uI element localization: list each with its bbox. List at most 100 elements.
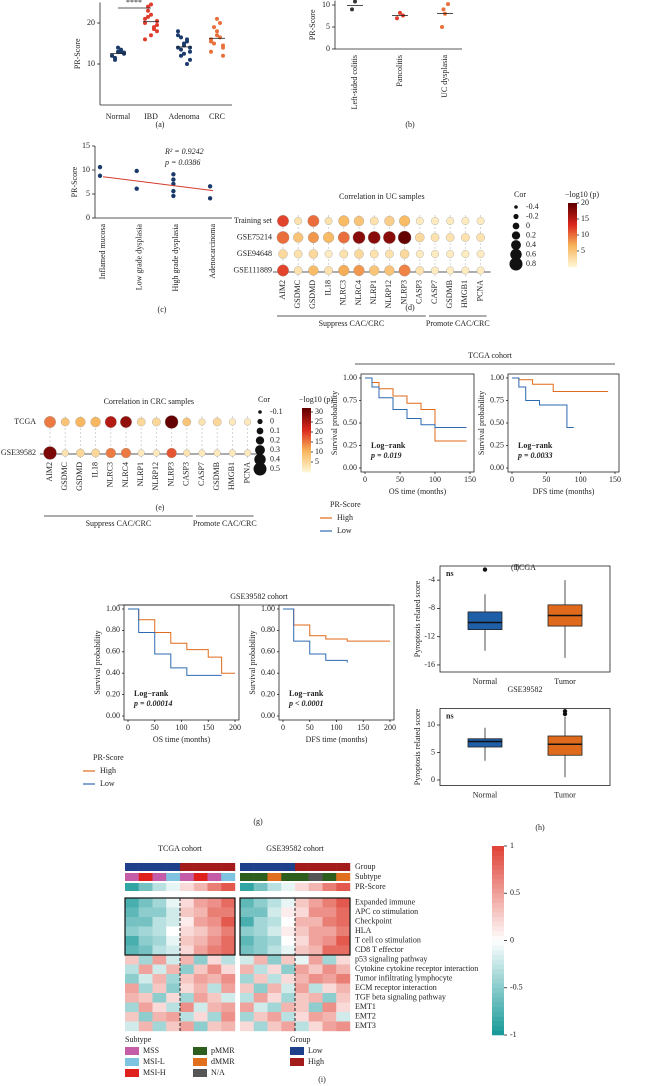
heat-cell [152,964,167,975]
legend-swatch [125,1047,139,1055]
dot [198,418,206,426]
test-label: Log−rank [371,441,406,450]
y-tick-label: 0.40 [261,668,275,677]
colorbar-cell [302,462,311,465]
heat-cell [336,907,351,918]
colorbar-cell [568,265,577,268]
heat-cell [138,1012,153,1022]
y-tick-label: 10 [322,0,330,9]
heat-cell [281,955,296,965]
row-label: CD8 T effector [355,945,404,954]
heat-cell [125,907,139,918]
heat-cell [221,898,236,908]
colorbar-cell [302,434,311,437]
heat-cell [180,983,194,994]
colorbar-cell [492,916,504,922]
colorbar-cell [492,893,504,899]
heat-cell [281,1021,296,1032]
dot [43,446,57,460]
colorbar-cell [568,251,577,254]
colorbar-cell [568,233,577,236]
point [171,177,176,182]
colorbar-cell [492,888,504,894]
heat-cell [138,926,153,937]
dot [337,231,350,244]
heat-cell [166,907,181,918]
legend-label: 0.8 [526,259,536,268]
colorbar-label: 10 [581,230,589,239]
legend-dot [253,462,267,476]
x-tick-label: 100 [429,475,441,484]
heat-cell [295,926,309,937]
heat-cell [322,955,337,965]
heat-cell [193,974,208,984]
point [176,29,180,34]
annotation-cell [152,873,167,881]
colorbar-cell [568,217,577,220]
colorbar-label: 0 [510,935,514,944]
heat-cell [221,907,236,918]
y-tick-label: 0 [431,775,435,784]
colorbar-label: 15 [581,214,589,223]
dot [446,266,455,275]
heat-cell [308,898,323,908]
heat-cell [336,917,351,927]
x-tick-label: IBD [144,112,158,121]
colorbar-cell [492,912,504,918]
heat-cell [267,993,282,1003]
point [395,16,399,21]
legend-dot [509,257,523,271]
dot [323,232,335,243]
dot [278,249,288,259]
heat-cell [322,917,337,927]
heat-cell [240,1021,254,1032]
annotation-cell [322,863,337,871]
heat-cell [336,974,351,984]
colorbar-cell [302,424,311,427]
annotation-cell [207,873,222,881]
point [446,2,450,7]
heat-cell [180,926,194,937]
heat-cell [180,964,194,975]
heat-cell [125,974,139,984]
annotation-cell [193,883,208,891]
colorbar-cell [492,1006,504,1012]
annotation-cell [336,873,351,881]
dot [384,215,395,227]
plot-frame [439,708,611,786]
point [179,53,183,58]
heat-cell [308,907,323,918]
annotation-cell [138,863,153,871]
dot [383,231,396,244]
point [215,29,219,34]
x-tick-label: Adenoma [168,112,200,121]
heat-cell [295,955,309,965]
heat-cell [308,964,323,975]
chart-title: GSE39582 cohort [230,592,288,601]
legend-label: -0.4 [526,202,539,211]
dot [137,449,145,457]
colorbar-cell [492,850,504,856]
heat-cell [207,917,222,927]
heat-cell [221,945,236,956]
test-label: Log−rank [518,441,553,450]
dot [431,250,439,258]
y-tick-label: 1.00 [106,604,120,613]
y-tick-label: GSE75214 [237,232,272,241]
legend-dot [514,205,518,209]
x-tick-label: 50 [396,475,404,484]
heat-cell [295,1012,309,1022]
row-label: p53 signaling pathway [355,955,427,964]
legend-label: 0.5 [270,464,280,473]
group-label: Promote CAC/CRC [193,519,257,528]
dot [399,215,411,227]
dot [384,265,395,276]
annotation-cell [308,873,323,881]
heat-cell [166,964,181,975]
group-label: Suppress CAC/CRC [86,519,152,528]
annotation-cell [253,863,268,871]
p-value: p = 0.00014 [133,699,173,708]
colorbar-cell [492,883,504,889]
heat-cell [221,974,236,984]
dot [277,215,289,227]
